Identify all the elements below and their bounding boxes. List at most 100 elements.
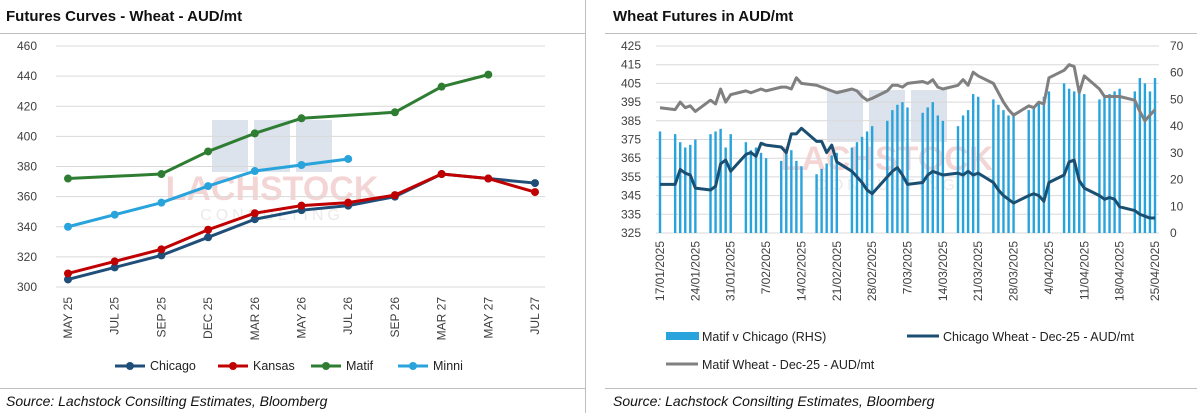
x-tick-label: 17/01/2025 (653, 241, 667, 301)
bar (901, 102, 904, 233)
legend-item-matif: Matif (311, 359, 374, 373)
bar (1078, 86, 1081, 233)
matif-point (437, 82, 446, 91)
right-chart-title: Wheat Futures in AUD/mt (613, 8, 794, 25)
kansas-point (344, 198, 353, 207)
legend-swatch-marker (229, 362, 237, 370)
matif-v-chicago-bars (658, 78, 1157, 234)
legend-label: Chicago Wheat - Dec-25 - AUD/mt (943, 330, 1135, 344)
left-axis-tick-label: 355 (621, 170, 641, 184)
bar (815, 174, 818, 233)
left-axis-tick-label: 395 (621, 95, 641, 109)
matif-point (250, 129, 259, 138)
bar (1108, 94, 1111, 233)
right-axis-tick-label: 40 (1170, 119, 1184, 133)
x-tick-label: MAR 26 (248, 297, 262, 341)
x-tick-label: 4/04/2025 (1042, 241, 1056, 295)
matif-line (67, 73, 489, 181)
watermark-logo-block (911, 90, 947, 142)
left-axis-tick-label: 365 (621, 151, 641, 165)
right-axis-tick-label: 0 (1170, 226, 1177, 240)
left-axis-tick-label: 385 (621, 114, 641, 128)
watermark-subtext: CONSULTING (815, 177, 959, 194)
bar (1047, 91, 1051, 234)
kansas-point (250, 209, 259, 218)
x-tick-label: MAY 26 (295, 297, 309, 339)
right-source-divider (605, 388, 1197, 389)
minni-point (297, 160, 306, 169)
right-axis-tick-label: 60 (1170, 66, 1184, 80)
left-axis-tick-label: 345 (621, 189, 641, 203)
kansas-point (437, 170, 446, 179)
chicago-wheat-dec-25-aud-mt-line (660, 126, 1155, 220)
legend-label: Kansas (253, 359, 295, 373)
bar (906, 107, 909, 233)
bar (724, 147, 727, 233)
minni-point (250, 167, 259, 176)
left-axis-tick-label: 375 (621, 133, 641, 147)
kansas-point (157, 245, 166, 254)
bar (780, 160, 783, 233)
legend-swatch-marker (126, 362, 134, 370)
legend-label: Matif (346, 359, 374, 373)
legend-label: Matif Wheat - Dec-25 - AUD/mt (702, 358, 875, 372)
legend-swatch-marker (409, 362, 417, 370)
right-axis-tick-label: 50 (1170, 92, 1184, 106)
x-tick-label: 7/02/2025 (759, 241, 773, 295)
x-tick-label: 28/02/2025 (865, 241, 879, 301)
bar (1002, 110, 1005, 233)
y-tick-label: 460 (17, 39, 37, 53)
bar (992, 99, 995, 233)
x-tick-label: 24/01/2025 (688, 241, 702, 301)
bar (684, 147, 687, 233)
bar (1138, 78, 1142, 233)
x-tick-label: 14/02/2025 (794, 241, 808, 301)
x-tick-label: JUL 26 (341, 297, 355, 335)
legend-label: Minni (433, 359, 463, 373)
x-tick-label: 14/03/2025 (936, 241, 950, 301)
bar (709, 134, 712, 233)
y-tick-label: 340 (17, 220, 37, 234)
bar (795, 160, 798, 233)
kansas-point (297, 201, 306, 210)
bar (790, 150, 793, 233)
matif-point (484, 70, 493, 79)
bar (1032, 107, 1035, 233)
bar (1103, 96, 1106, 233)
matif-point (64, 174, 72, 183)
bar (850, 147, 854, 233)
minni-point (110, 210, 119, 219)
bar (825, 163, 828, 233)
bar (679, 142, 682, 233)
watermark-logo-block (827, 90, 863, 142)
bar (1062, 83, 1066, 234)
left-chart-panel: Futures Curves - Wheat - AUD/mt LACHSTOC… (0, 0, 586, 413)
left-source-note: Source: Lachstock Consilting Estimates, … (6, 393, 328, 409)
kansas-point (64, 269, 72, 278)
bar (785, 152, 788, 233)
x-tick-label: JUL 27 (528, 297, 542, 335)
kansas-point (531, 188, 539, 197)
y-tick-label: 320 (17, 250, 37, 264)
bar (921, 112, 924, 233)
x-tick-label: SEP 26 (388, 297, 402, 338)
left-axis-tick-label: 335 (621, 207, 641, 221)
left-title-divider (0, 33, 585, 34)
bar (855, 142, 859, 233)
minni-point (204, 182, 213, 191)
kansas-point (484, 174, 493, 183)
x-tick-label: SEP 25 (154, 297, 168, 338)
y-tick-label: 360 (17, 190, 37, 204)
bar (658, 131, 662, 233)
bar (1037, 102, 1041, 233)
chicago-point (110, 263, 119, 272)
x-tick-label: 18/04/2025 (1113, 241, 1127, 301)
right-chart-panel: Wheat Futures in AUD/mt LACHSTOCKCONSULT… (605, 0, 1197, 413)
y-tick-label: 300 (17, 280, 37, 294)
left-axis-tick-label: 325 (621, 226, 641, 240)
x-tick-label: JUL 25 (108, 297, 122, 335)
bar (1042, 96, 1046, 233)
x-tick-label: 7/03/2025 (901, 241, 915, 295)
bar (931, 102, 934, 233)
bar (1113, 91, 1116, 234)
